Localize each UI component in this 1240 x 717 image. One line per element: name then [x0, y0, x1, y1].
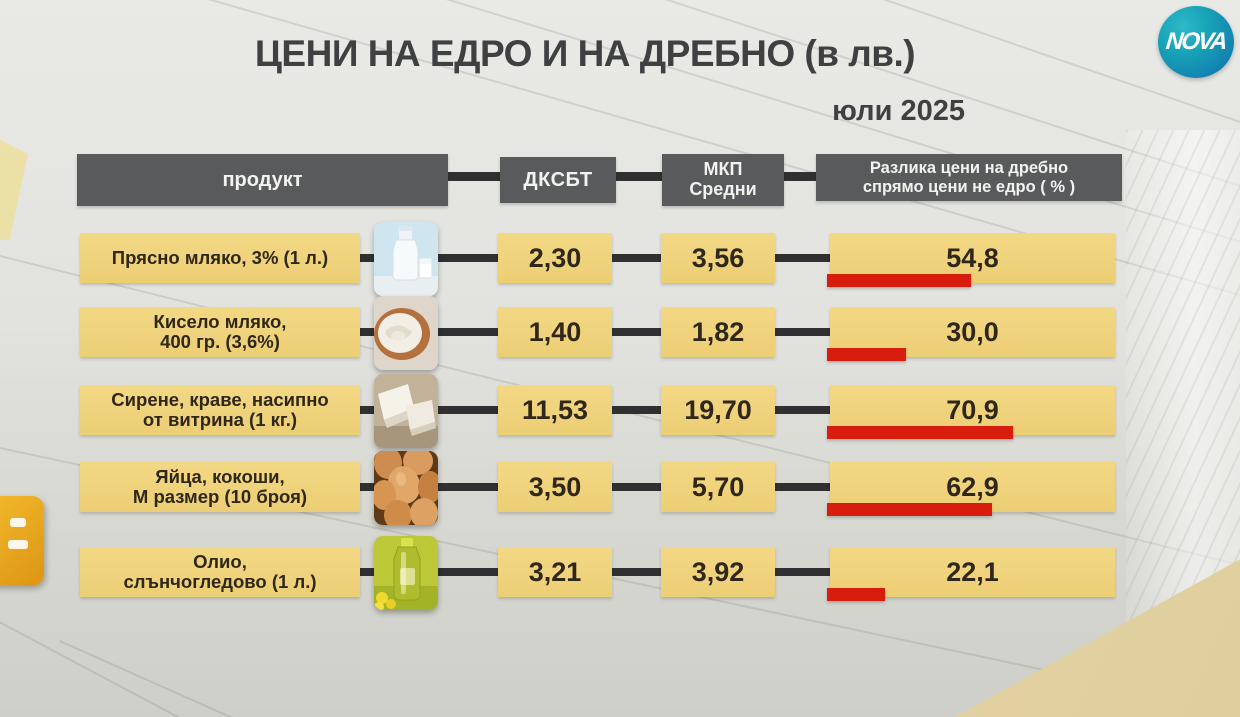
nova-logo-text: NOVA — [1164, 28, 1228, 55]
diff-red-bar — [827, 348, 906, 361]
badge-text-fragment — [8, 540, 28, 549]
side-badge — [0, 496, 44, 586]
product-label: Яйца, кокоши, М размер (10 броя) — [80, 462, 360, 512]
diff-red-bar — [827, 588, 885, 601]
header-connector-line — [420, 172, 840, 181]
price-mkp: 3,92 — [661, 547, 775, 597]
price-dksbt: 11,53 — [498, 385, 612, 435]
table-row: Кисело мляко, 400 гр. (3,6%) 1,40 1,82 3… — [0, 296, 1240, 370]
diff-percent-value: 70,9 — [946, 394, 999, 425]
column-header-mkp: МКП Средни — [662, 154, 784, 206]
diff-red-bar — [827, 274, 971, 287]
price-mkp: 3,56 — [661, 233, 775, 283]
yogurt-photo — [374, 296, 438, 370]
diff-percent-value: 62,9 — [946, 471, 999, 502]
price-mkp: 5,70 — [661, 462, 775, 512]
product-label: Кисело мляко, 400 гр. (3,6%) — [80, 307, 360, 357]
product-label: Прясно мляко, 3% (1 л.) — [80, 233, 360, 283]
badge-text-fragment — [10, 518, 26, 527]
diff-percent-box: 22,1 — [827, 547, 1115, 601]
diff-percent-box: 70,9 — [827, 385, 1115, 439]
page-title: ЦЕНИ НА ЕДРО И НА ДРЕБНО (в лв.) — [254, 33, 916, 74]
page-subtitle: юли 2025 — [832, 95, 965, 127]
bg-yellow-wedge — [0, 140, 28, 240]
bg-diagonal-line — [59, 640, 700, 717]
table-row: Прясно мляко, 3% (1 л.) 2,30 3,56 54,8 — [0, 222, 1240, 296]
nova-logo: NOVA — [1158, 6, 1234, 78]
price-mkp: 1,82 — [661, 307, 775, 357]
column-header-product: продукт — [77, 154, 448, 206]
diff-red-bar — [827, 426, 1013, 439]
diff-red-bar — [827, 503, 992, 516]
diff-percent-box: 30,0 — [827, 307, 1115, 361]
diff-percent-box: 62,9 — [827, 462, 1115, 516]
bg-diagonal-line — [0, 600, 755, 717]
product-label: Сирене, краве, насипно от витрина (1 кг.… — [80, 385, 360, 435]
price-dksbt: 3,21 — [498, 547, 612, 597]
table-row: Олио, слънчогледово (1 л.) 3,21 3,92 22,… — [0, 536, 1240, 610]
price-dksbt: 3,50 — [498, 462, 612, 512]
table-row: Сирене, краве, насипно от витрина (1 кг.… — [0, 374, 1240, 448]
diff-percent-value: 54,8 — [946, 242, 999, 273]
eggs-photo — [374, 451, 438, 525]
price-mkp: 19,70 — [661, 385, 775, 435]
diff-percent-value: 22,1 — [946, 556, 999, 587]
table-row: Яйца, кокоши, М размер (10 броя) 3,50 5,… — [0, 451, 1240, 525]
milk-photo — [374, 222, 438, 296]
price-dksbt: 1,40 — [498, 307, 612, 357]
oil-photo — [374, 536, 438, 610]
product-label: Олио, слънчогледово (1 л.) — [80, 547, 360, 597]
column-header-dksbt: ДКСБТ — [500, 157, 616, 203]
diff-percent-box: 54,8 — [827, 233, 1115, 287]
cheese-photo — [374, 374, 438, 448]
diff-percent-value: 30,0 — [946, 316, 999, 347]
column-header-diff: Разлика цени на дребно спрямо цени не ед… — [816, 154, 1122, 201]
price-dksbt: 2,30 — [498, 233, 612, 283]
